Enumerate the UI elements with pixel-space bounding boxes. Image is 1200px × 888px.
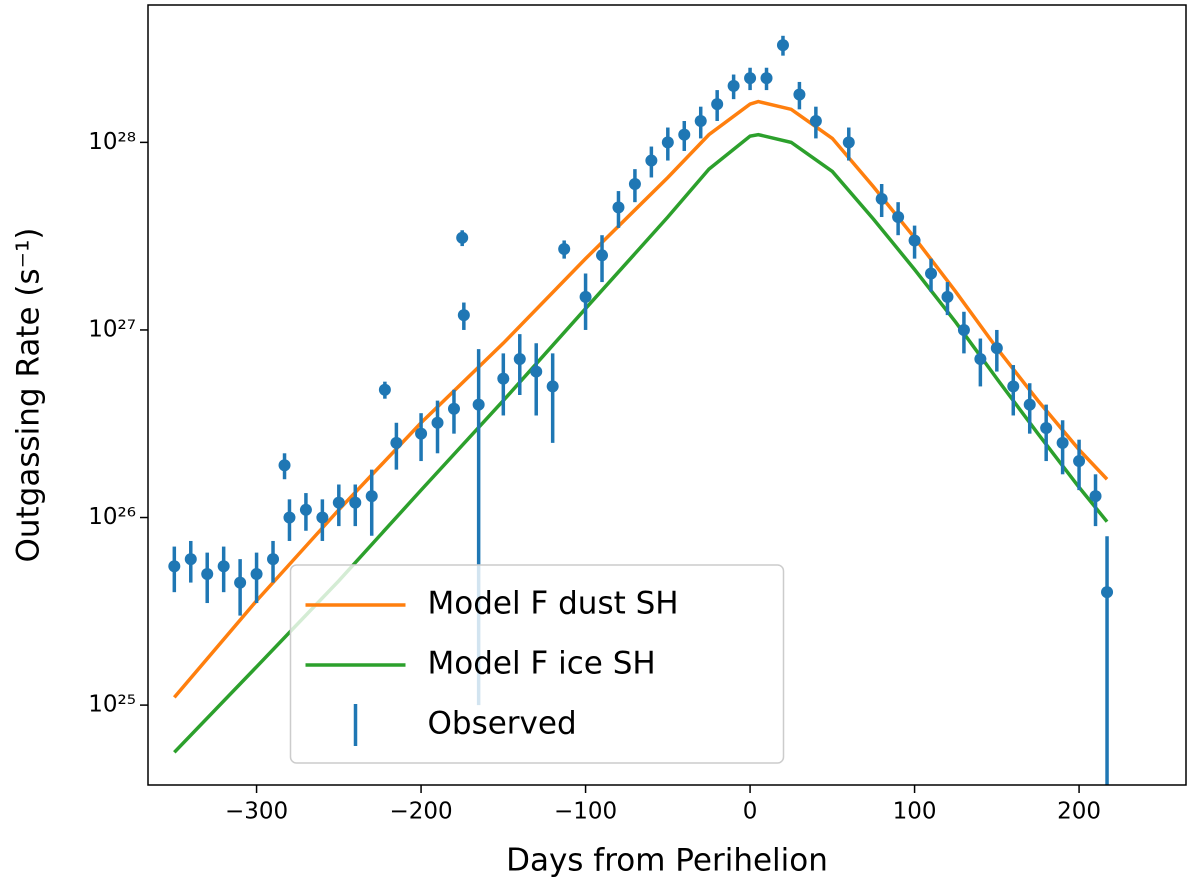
observed-point (283, 511, 296, 524)
y-tick-label: 10²⁵ (88, 692, 136, 718)
observed-point (842, 136, 855, 149)
observed-point (349, 496, 362, 509)
y-tick-label: 10²⁸ (88, 129, 136, 155)
legend-box (289, 564, 785, 764)
observed-point (793, 88, 806, 101)
observed-point (727, 79, 740, 92)
observed-point (378, 383, 391, 396)
observed-point (760, 72, 773, 85)
model-line (173, 132, 1109, 754)
x-tick-label: −200 (389, 799, 452, 825)
observed-point (456, 231, 469, 244)
observed-point (1040, 422, 1053, 435)
legend: Model F dust SH Model F ice SH Observed (289, 564, 785, 764)
observed-point (546, 380, 559, 393)
observed-point (974, 353, 987, 366)
observed-point (431, 416, 444, 429)
observed-point (530, 365, 543, 378)
y-axis-label: Outgassing Rate (s⁻¹) (11, 227, 47, 562)
observed-point (267, 553, 280, 566)
observed-point (447, 402, 460, 415)
observed-point (711, 98, 724, 111)
observed-point (892, 211, 905, 224)
observed-point (1056, 436, 1069, 449)
observed-point (1007, 380, 1020, 393)
plot-area (168, 35, 1114, 785)
y-tick-label: 10²⁷ (88, 316, 136, 342)
observed-point (217, 560, 230, 573)
observed-point (776, 39, 789, 52)
observed-point (390, 436, 403, 449)
observed-point (299, 503, 312, 516)
x-tick-label: 100 (893, 799, 937, 825)
legend-label: Observed (428, 706, 577, 742)
observed-point (497, 372, 510, 385)
x-tick-label: 0 (743, 799, 758, 825)
observed-point (168, 560, 181, 573)
observed-point (908, 234, 921, 247)
observed-point (941, 290, 954, 303)
observed-point (316, 511, 329, 524)
observed-point (661, 136, 674, 149)
x-axis-label: Days from Perihelion (506, 843, 828, 879)
observed-point (1023, 398, 1036, 411)
observed-point (1073, 455, 1086, 468)
plot-frame (147, 4, 1187, 786)
x-tick-label: −100 (554, 799, 617, 825)
observed-point (596, 249, 609, 262)
observed-point (472, 398, 485, 411)
legend-label: Model F dust SH (428, 586, 679, 622)
observed-point (809, 115, 822, 128)
observed-point (612, 201, 625, 214)
observed-point (332, 496, 345, 509)
observed-point (365, 490, 378, 503)
observed-point (957, 323, 970, 336)
observed-point (990, 342, 1003, 355)
observed-point (1101, 586, 1114, 599)
observed-point (925, 267, 938, 280)
observed-point (415, 427, 428, 440)
y-tick-label: 10²⁶ (88, 504, 136, 530)
observed-point (875, 192, 888, 205)
observed-point (250, 567, 263, 580)
legend-label: Model F ice SH (428, 646, 656, 682)
observed-point (628, 177, 641, 190)
observed-point (1089, 490, 1102, 503)
observed-point (678, 128, 691, 141)
observed-point (201, 567, 214, 580)
observed-point (579, 290, 592, 303)
observed-point (558, 243, 571, 256)
observed-point (457, 309, 470, 322)
observed-point (278, 459, 291, 472)
observed-point (645, 154, 658, 167)
x-tick-label: 200 (1057, 799, 1101, 825)
observed-point (234, 576, 247, 589)
observed-point (694, 115, 707, 128)
observed-point (744, 72, 757, 85)
observed-point (184, 553, 197, 566)
observed-point (513, 353, 526, 366)
x-tick-label: −300 (225, 799, 288, 825)
